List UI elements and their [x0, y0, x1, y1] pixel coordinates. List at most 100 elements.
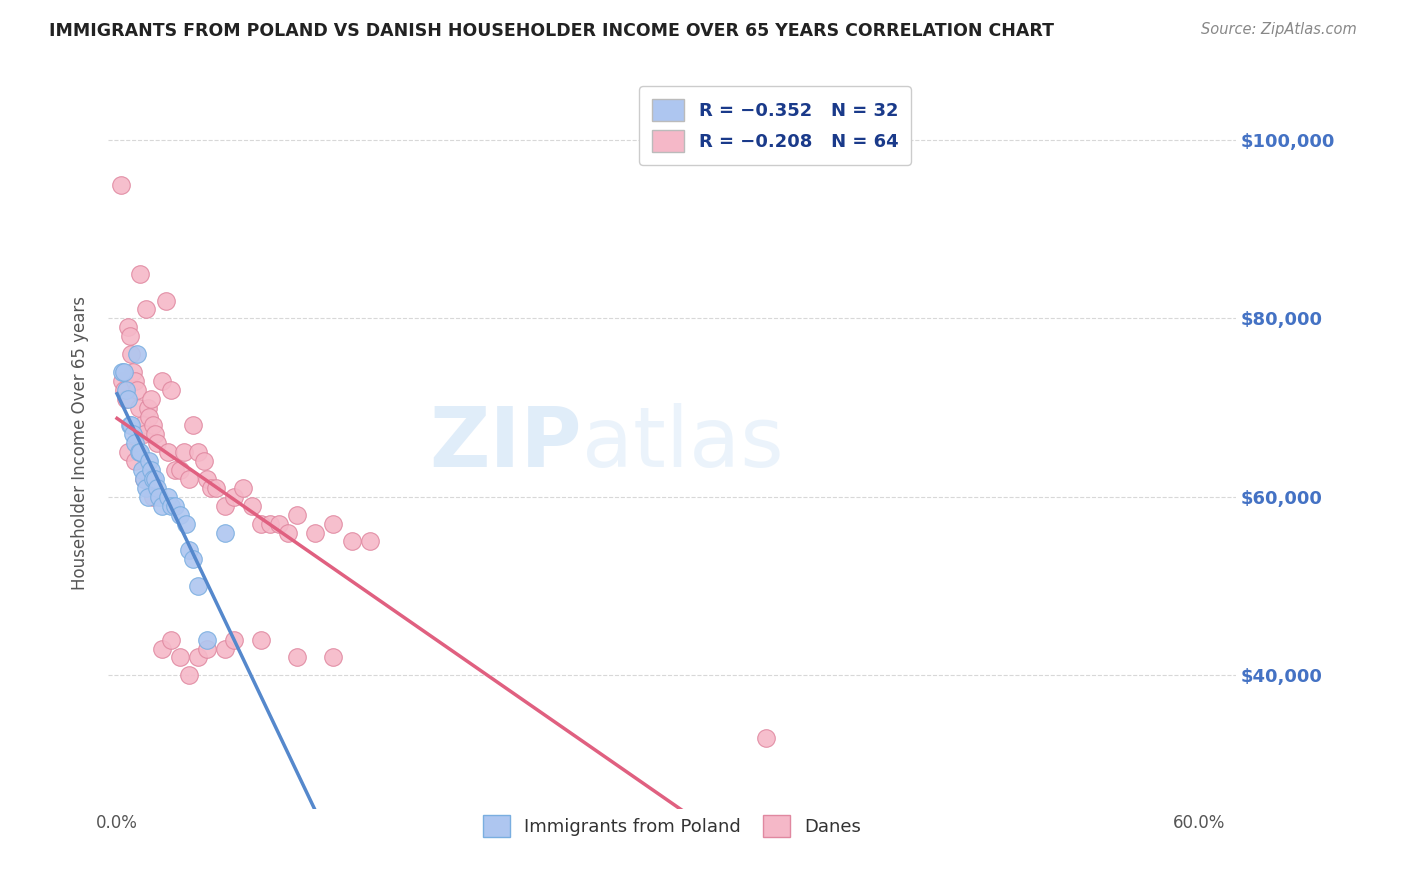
Point: [142, 490, 165, 504]
Point: [132, 472, 155, 486]
Point: [136, 401, 159, 415]
Point: [124, 374, 146, 388]
Point: [124, 436, 146, 450]
Point: [269, 516, 291, 531]
Point: [224, 632, 246, 647]
Point: [287, 508, 309, 522]
Point: [150, 374, 173, 388]
Point: [136, 490, 159, 504]
Point: [143, 472, 166, 486]
Point: [143, 427, 166, 442]
Point: [132, 427, 155, 442]
Point: [112, 383, 135, 397]
Point: [259, 516, 281, 531]
Point: [200, 481, 222, 495]
Point: [250, 516, 273, 531]
Point: [232, 481, 254, 495]
Point: [163, 499, 186, 513]
Point: [124, 454, 146, 468]
Point: [118, 329, 141, 343]
Point: [117, 445, 139, 459]
Point: [359, 534, 381, 549]
Point: [193, 454, 215, 468]
Point: [120, 347, 142, 361]
Legend: Immigrants from Poland, Danes: Immigrants from Poland, Danes: [475, 807, 868, 844]
Point: [117, 320, 139, 334]
Point: [169, 463, 191, 477]
Point: [187, 650, 209, 665]
Point: [277, 525, 299, 540]
Point: [150, 641, 173, 656]
Point: [163, 463, 186, 477]
Point: [169, 508, 191, 522]
Point: [187, 445, 209, 459]
Point: [173, 445, 195, 459]
Point: [150, 499, 173, 513]
Text: atlas: atlas: [582, 403, 783, 483]
Point: [322, 516, 344, 531]
Point: [118, 418, 141, 433]
Point: [112, 365, 135, 379]
Point: [142, 418, 165, 433]
Point: [160, 632, 183, 647]
Point: [224, 490, 246, 504]
Point: [148, 490, 170, 504]
Point: [110, 178, 132, 192]
Point: [115, 392, 138, 406]
Point: [131, 463, 153, 477]
Point: [128, 445, 150, 459]
Point: [195, 632, 218, 647]
Point: [142, 472, 165, 486]
Point: [111, 365, 134, 379]
Point: [179, 472, 201, 486]
Point: [141, 392, 163, 406]
Point: [132, 472, 155, 486]
Text: ZIP: ZIP: [429, 403, 582, 483]
Point: [169, 650, 191, 665]
Text: Source: ZipAtlas.com: Source: ZipAtlas.com: [1201, 22, 1357, 37]
Point: [111, 374, 134, 388]
Point: [145, 481, 167, 495]
Point: [195, 641, 218, 656]
Point: [322, 650, 344, 665]
Point: [181, 552, 204, 566]
Point: [135, 302, 157, 317]
Point: [205, 481, 228, 495]
Point: [115, 383, 138, 397]
Point: [138, 454, 160, 468]
Point: [117, 392, 139, 406]
Point: [122, 365, 145, 379]
Point: [240, 499, 263, 513]
Point: [155, 293, 177, 308]
Point: [125, 383, 148, 397]
Point: [128, 401, 150, 415]
Point: [125, 347, 148, 361]
Point: [129, 445, 152, 459]
Point: [304, 525, 326, 540]
Point: [287, 650, 309, 665]
Point: [214, 641, 236, 656]
Point: [250, 632, 273, 647]
Point: [135, 481, 157, 495]
Point: [160, 383, 183, 397]
Point: [195, 472, 218, 486]
Point: [129, 267, 152, 281]
Point: [141, 463, 163, 477]
Point: [138, 409, 160, 424]
Y-axis label: Householder Income Over 65 years: Householder Income Over 65 years: [72, 296, 89, 591]
Point: [214, 525, 236, 540]
Point: [156, 445, 179, 459]
Point: [131, 418, 153, 433]
Point: [181, 418, 204, 433]
Point: [160, 499, 183, 513]
Point: [179, 668, 201, 682]
Point: [214, 499, 236, 513]
Point: [340, 534, 363, 549]
Text: IMMIGRANTS FROM POLAND VS DANISH HOUSEHOLDER INCOME OVER 65 YEARS CORRELATION CH: IMMIGRANTS FROM POLAND VS DANISH HOUSEHO…: [49, 22, 1054, 40]
Point: [174, 516, 197, 531]
Point: [156, 490, 179, 504]
Point: [755, 731, 778, 745]
Point: [187, 579, 209, 593]
Point: [120, 418, 142, 433]
Point: [122, 427, 145, 442]
